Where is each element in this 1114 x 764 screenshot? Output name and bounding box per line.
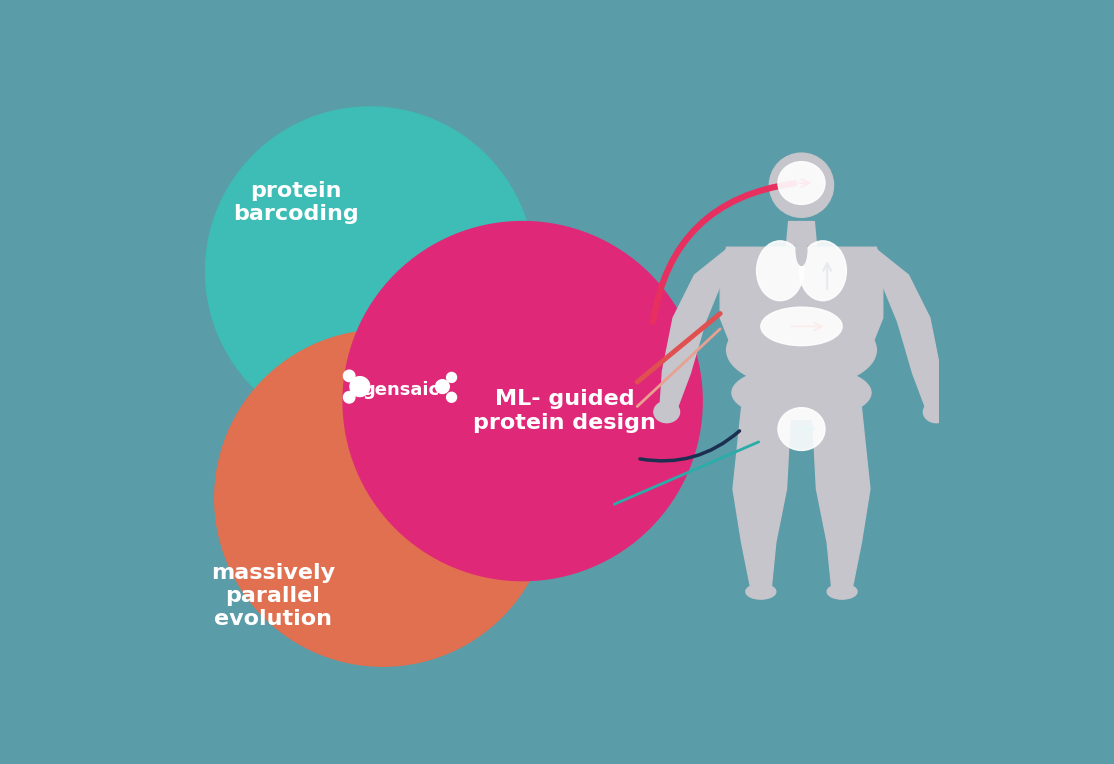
Ellipse shape: [746, 584, 775, 599]
Circle shape: [206, 107, 534, 435]
Ellipse shape: [800, 241, 847, 301]
Polygon shape: [812, 408, 870, 585]
Ellipse shape: [654, 401, 680, 422]
Circle shape: [343, 371, 355, 382]
Ellipse shape: [778, 162, 825, 205]
Circle shape: [350, 377, 370, 397]
Ellipse shape: [726, 312, 877, 387]
Polygon shape: [786, 222, 817, 245]
Ellipse shape: [732, 366, 871, 419]
Circle shape: [447, 393, 457, 403]
Circle shape: [215, 330, 551, 666]
Text: massively
parallel
evolution: massively parallel evolution: [211, 563, 335, 629]
Ellipse shape: [778, 408, 825, 451]
Ellipse shape: [828, 584, 857, 599]
Polygon shape: [720, 248, 882, 361]
Circle shape: [343, 222, 702, 581]
Text: protein
barcoding: protein barcoding: [233, 181, 359, 224]
Circle shape: [447, 373, 457, 383]
Ellipse shape: [797, 233, 807, 265]
Circle shape: [436, 380, 449, 393]
Text: gensaic: gensaic: [362, 380, 439, 399]
Text: ML- guided
protein design: ML- guided protein design: [473, 390, 656, 432]
Polygon shape: [854, 249, 942, 408]
Ellipse shape: [756, 241, 803, 301]
Polygon shape: [733, 408, 791, 585]
Circle shape: [343, 392, 355, 403]
Ellipse shape: [770, 153, 833, 217]
Ellipse shape: [924, 401, 949, 422]
Ellipse shape: [761, 307, 842, 345]
Polygon shape: [661, 249, 747, 408]
